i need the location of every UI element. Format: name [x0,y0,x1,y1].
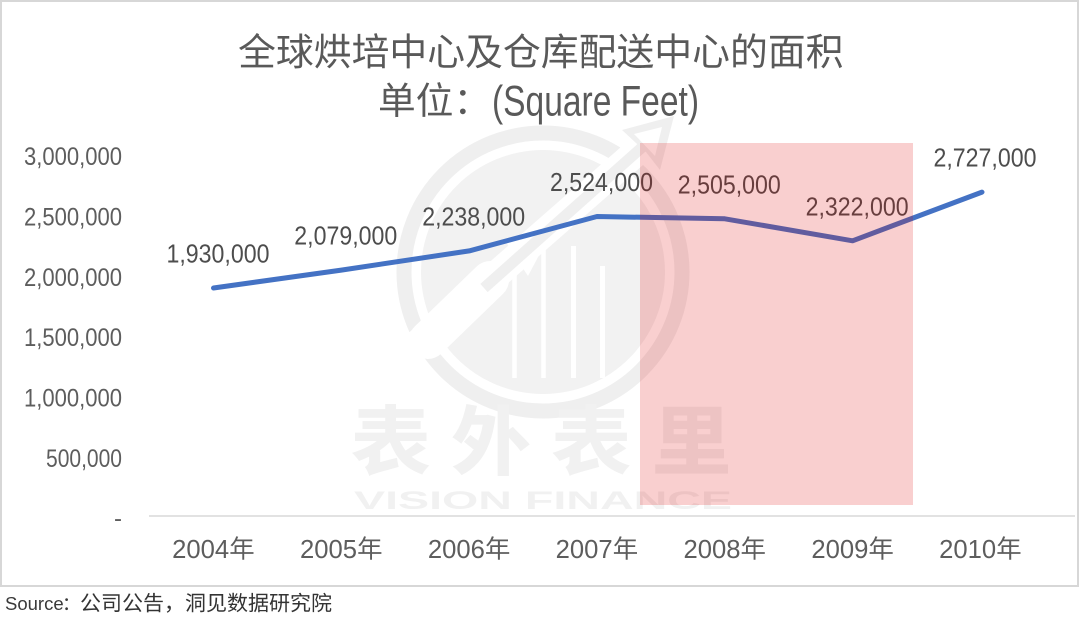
svg-text:1,000,000: 1,000,000 [24,385,122,413]
svg-text:1,500,000: 1,500,000 [24,324,122,352]
svg-text:500,000: 500,000 [46,445,122,473]
svg-text:1,930,000: 1,930,000 [167,241,270,269]
svg-text:2008: 2008 [684,536,741,564]
svg-text:2010: 2010 [939,536,996,564]
svg-text:VISION FINANCE: VISION FINANCE [354,487,732,515]
svg-text:(Square Feet): (Square Feet) [492,78,699,126]
svg-text:2,000,000: 2,000,000 [24,264,122,292]
svg-text:2,500,000: 2,500,000 [24,203,122,231]
svg-text:2004: 2004 [172,536,229,564]
svg-text:2,238,000: 2,238,000 [422,204,525,232]
svg-text:3,000,000: 3,000,000 [24,143,122,171]
svg-text:2,727,000: 2,727,000 [934,145,1037,173]
svg-text:2,524,000: 2,524,000 [550,169,653,197]
svg-text:2,322,000: 2,322,000 [806,193,909,221]
svg-text:2009: 2009 [811,536,868,564]
svg-text:2,505,000: 2,505,000 [678,171,781,199]
svg-text:2,079,000: 2,079,000 [294,223,397,251]
svg-text:2007: 2007 [556,536,613,564]
svg-text:-: - [114,505,122,532]
svg-text:2006: 2006 [428,536,485,564]
svg-text:Source: Source [5,593,64,614]
svg-text:2005: 2005 [300,536,357,564]
